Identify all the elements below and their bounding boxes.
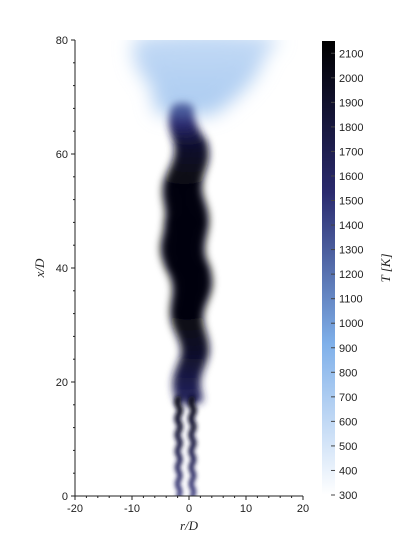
colorbar-tick-label: 1100	[339, 294, 363, 306]
colorbar-tick-label: 900	[339, 343, 357, 355]
colorbar-tick-label: 1300	[339, 245, 363, 257]
y-tick-label: 0	[62, 491, 68, 503]
colorbar-tick-label: 1800	[339, 122, 363, 134]
x-tick-label: 10	[240, 503, 252, 515]
x-tick-label: -10	[124, 503, 140, 515]
outer-plume	[131, 40, 281, 117]
colorbar-tick-label: 1600	[339, 171, 363, 183]
y-tick-label: 40	[56, 263, 68, 275]
temperature-field	[131, 40, 281, 496]
y-axis-label: x/D	[32, 258, 47, 278]
fuel-jets	[173, 395, 198, 496]
colorbar-tick-label: 700	[339, 392, 357, 404]
colorbar-tick-label: 400	[339, 465, 357, 477]
y-tick-label: 20	[56, 377, 68, 389]
colorbar-ticks: 300 400 500 600 700 800 900 1000 1100 1200 1300 140…	[331, 48, 363, 502]
x-tick-label: 20	[297, 503, 309, 515]
colorbar-label: T [K]	[378, 253, 393, 282]
x-ticks: -20 -10 0 10 20	[67, 496, 309, 515]
colorbar-tick-label: 1700	[339, 146, 363, 158]
colorbar-tick-label: 1000	[339, 318, 363, 330]
hot-core	[159, 102, 213, 405]
colorbar-tick-label: 2000	[339, 73, 363, 85]
x-axis-label: r/D	[180, 518, 199, 533]
colorbar-tick-label: 600	[339, 416, 357, 428]
colorbar-tick-label: 800	[339, 367, 357, 379]
colorbar-tick-label: 500	[339, 441, 357, 453]
colorbar-tick-label: 1500	[339, 196, 363, 208]
plume-blob	[132, 40, 281, 49]
y-tick-label: 80	[56, 35, 68, 47]
y-ticks: 0 20 40 60 80	[56, 35, 75, 503]
core-blob	[170, 102, 194, 114]
x-tick-label: 0	[186, 503, 192, 515]
colorbar-tick-label: 1900	[339, 97, 363, 109]
jet-blob	[174, 395, 182, 403]
colorbar	[322, 41, 335, 495]
colorbar-tick-label: 300	[339, 490, 357, 502]
y-tick-label: 60	[56, 149, 68, 161]
colorbar-tick-label: 1200	[339, 269, 363, 281]
x-tick-label: -20	[67, 503, 83, 515]
colorbar-tick-label: 2100	[339, 48, 363, 60]
colorbar-tick-label: 1400	[339, 220, 363, 232]
jet-blob	[188, 395, 196, 403]
